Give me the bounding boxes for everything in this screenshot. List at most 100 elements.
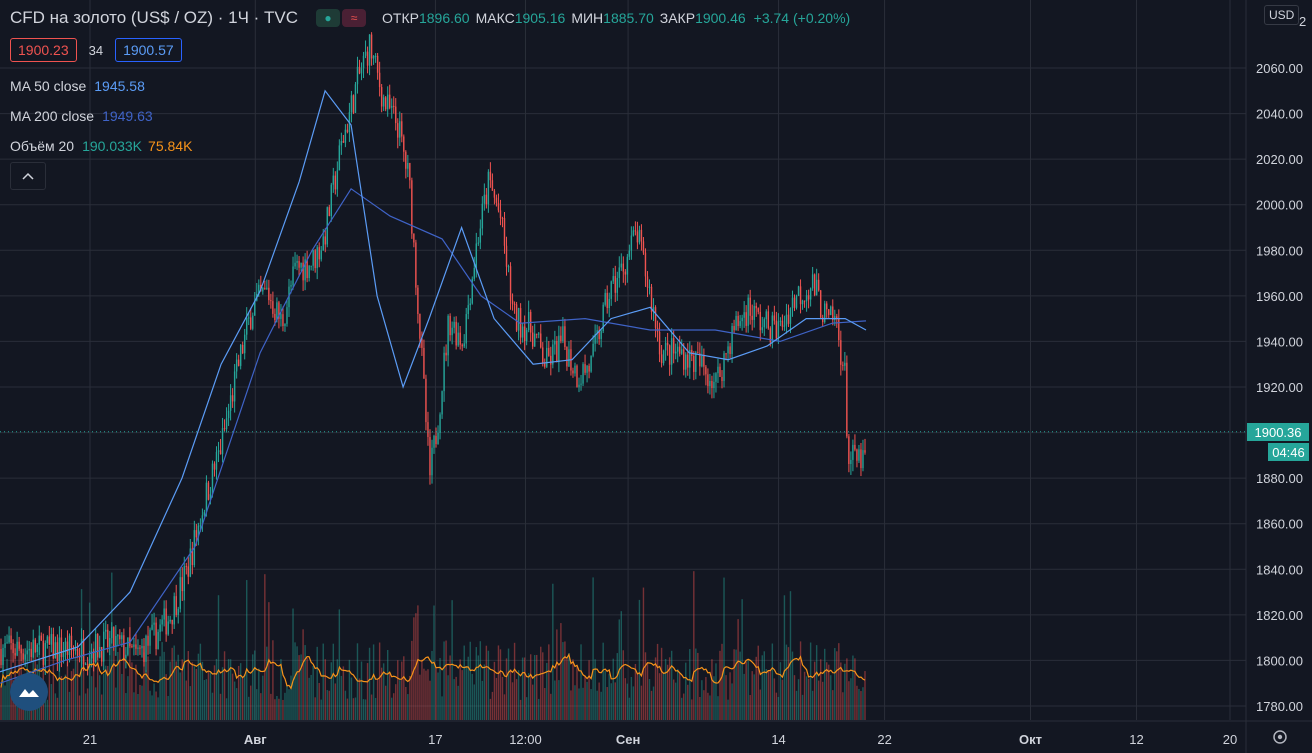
volume-bar (354, 697, 357, 720)
currency-button[interactable]: USD (1264, 5, 1300, 25)
volume-bar (64, 674, 67, 720)
volume-bar (90, 676, 93, 720)
volume-bar (747, 660, 749, 720)
market-open-icon[interactable]: ● (316, 9, 341, 27)
candle-body (499, 210, 502, 218)
candle-body (147, 635, 149, 646)
volume-bar (467, 656, 469, 720)
candle-body (455, 321, 457, 346)
volume-bar (507, 648, 510, 720)
candle-body (638, 229, 641, 243)
volume-bar (838, 643, 840, 720)
candle-body (664, 342, 667, 351)
candle-body (155, 622, 157, 649)
volume-bar (100, 694, 103, 720)
ma200-line (0, 187, 867, 684)
volume-bar (157, 697, 159, 720)
volume-bar (356, 643, 359, 720)
volume-bar (290, 675, 292, 720)
y-tick-label: 1800.00 (1256, 653, 1303, 668)
volume-bar (425, 670, 427, 720)
volume-bar (695, 648, 697, 720)
volume-bar (0, 687, 2, 720)
candle-body (235, 359, 238, 372)
symbol-title[interactable]: CFD на золото (US$ / OZ) · 1Ч · TVC (10, 8, 299, 27)
volume-bar (282, 699, 284, 720)
candle-body (858, 449, 860, 461)
candle-body (668, 345, 671, 365)
volume-legend[interactable]: Объём 20 190.033K 75.84K (10, 138, 192, 154)
volume-bar (147, 656, 149, 720)
x-tick-label: 12:00 (509, 732, 542, 747)
volume-bar (638, 599, 641, 720)
candle-body (511, 300, 514, 304)
volume-bar (648, 679, 651, 720)
ma200-legend[interactable]: MA 200 close 1949.63 (10, 108, 153, 124)
volume-bar (858, 688, 860, 720)
candle-body (370, 34, 373, 59)
candle-body (350, 95, 353, 113)
candle-body (316, 247, 318, 269)
volume-bar (397, 660, 399, 720)
candle-body (536, 333, 538, 335)
candle-body (674, 351, 677, 354)
candle-body (52, 634, 55, 659)
candle-body (340, 141, 343, 146)
volume-bar (125, 693, 127, 720)
buy-price-button[interactable]: 1900.57 (115, 38, 182, 62)
candle-body (183, 566, 185, 592)
volume-bar (743, 673, 745, 720)
volume-bar (173, 645, 175, 720)
candle-body (4, 643, 6, 648)
candle-body (258, 284, 260, 294)
volume-bar (155, 691, 157, 720)
candle-body (225, 418, 228, 430)
volume-bar (517, 670, 520, 720)
volume-bar (715, 663, 717, 720)
volume-bar (167, 696, 169, 720)
candle-body (171, 619, 173, 625)
volume-bar (403, 656, 405, 720)
volume-bar (828, 664, 830, 720)
candle-body (266, 287, 268, 289)
volume-bar (817, 680, 820, 720)
candle-body (632, 230, 635, 236)
volume-bar (54, 693, 57, 720)
volume-bar (531, 684, 534, 720)
candle-body (356, 66, 359, 85)
volume-bar (811, 690, 814, 720)
candle-body (533, 333, 536, 347)
candle-body (713, 381, 715, 389)
candle-body (205, 482, 208, 513)
gear-icon[interactable] (1270, 727, 1290, 752)
volume-bar (183, 584, 185, 720)
candle-body (40, 635, 42, 641)
volume-bar (113, 647, 115, 720)
tradingview-cloud-icon[interactable] (10, 673, 48, 711)
volume-bar (509, 669, 512, 720)
y-tick-label: 1880.00 (1256, 471, 1303, 486)
candle-body (282, 314, 284, 327)
volume-bar (378, 642, 381, 720)
candle-body (419, 313, 421, 339)
candle-body (250, 317, 252, 329)
volume-bar (46, 699, 49, 720)
y-tick-label: 2020.00 (1256, 152, 1303, 167)
candle-body (846, 362, 848, 437)
candle-body (423, 347, 425, 379)
candle-body (34, 639, 36, 653)
volume-bar (842, 692, 844, 720)
collapse-legend-button[interactable] (10, 162, 46, 190)
candle-body (546, 347, 548, 367)
volume-bar (785, 644, 788, 720)
candle-body (717, 366, 719, 374)
volume-bar (139, 684, 141, 720)
candle-body (840, 340, 842, 365)
y-tick-label: 1940.00 (1256, 334, 1303, 349)
volume-bar (163, 651, 165, 720)
ma50-legend[interactable]: MA 50 close 1945.58 (10, 78, 145, 94)
data-delay-icon[interactable]: ≈ (342, 9, 367, 27)
sell-price-button[interactable]: 1900.23 (10, 38, 77, 62)
